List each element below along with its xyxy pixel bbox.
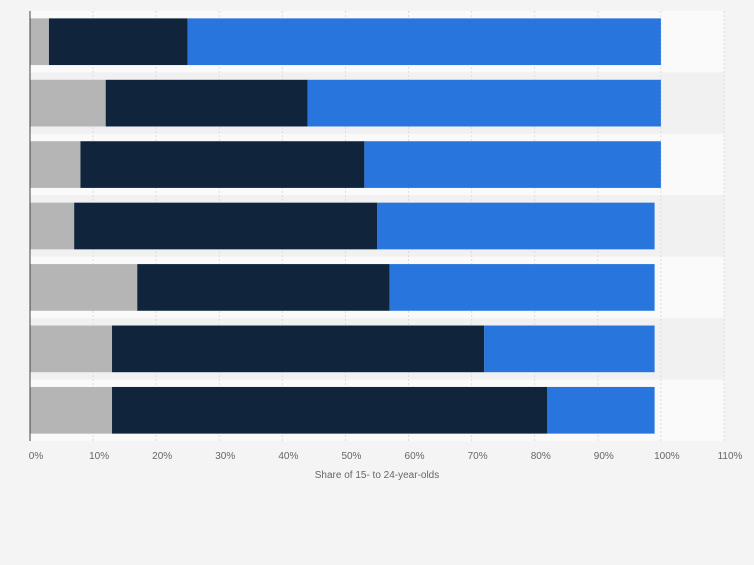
x-tick-label: 30%	[215, 451, 235, 462]
x-tick-label: 100%	[654, 451, 680, 462]
bar-row3-series2[interactable]	[80, 141, 365, 188]
x-tick-label: 20%	[152, 451, 172, 462]
bar-row1-series3[interactable]	[187, 18, 661, 66]
bars	[30, 18, 661, 434]
bar-row1-series1[interactable]	[30, 18, 49, 66]
bar-row5-series3[interactable]	[389, 264, 655, 311]
bar-row1-series2[interactable]	[48, 18, 188, 66]
bar-row6-series1[interactable]	[30, 325, 113, 373]
x-tick-labels: 0% 10% 20% 30% 40% 50% 60% 70% 80% 90% 100% 110%	[29, 451, 743, 462]
x-tick-label: 50%	[341, 451, 361, 462]
bar-row5-series2[interactable]	[137, 264, 390, 311]
x-tick-label: 90%	[594, 451, 614, 462]
bar-row6-series3[interactable]	[484, 325, 655, 373]
x-tick-label: 80%	[531, 451, 551, 462]
bar-row7-series3[interactable]	[547, 386, 655, 434]
x-tick-label: 10%	[89, 451, 109, 462]
bar-row2-series1[interactable]	[30, 79, 106, 127]
x-tick-label: 110%	[718, 451, 743, 462]
bar-row7-series2[interactable]	[112, 386, 548, 434]
x-tick-label: 40%	[278, 451, 298, 462]
bar-row3-series1[interactable]	[30, 141, 81, 188]
bar-row3-series3[interactable]	[364, 141, 661, 188]
bar-row2-series3[interactable]	[307, 79, 661, 127]
x-tick-label: 70%	[468, 451, 488, 462]
x-axis-title: Share of 15- to 24-year-olds	[315, 470, 440, 481]
x-tick-label: 60%	[405, 451, 425, 462]
bar-row2-series2[interactable]	[105, 79, 308, 127]
x-tick-label: 0%	[29, 451, 44, 462]
bar-row4-series1[interactable]	[30, 202, 75, 250]
bar-row6-series2[interactable]	[112, 325, 485, 373]
bar-row7-series1[interactable]	[30, 386, 113, 434]
bar-row5-series1[interactable]	[30, 264, 138, 311]
bar-row4-series2[interactable]	[74, 202, 377, 250]
bar-row4-series3[interactable]	[377, 202, 655, 250]
